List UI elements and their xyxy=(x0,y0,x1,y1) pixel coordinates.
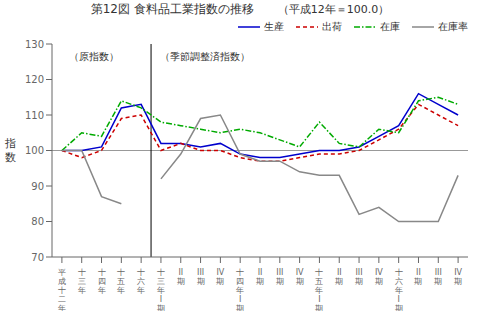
svg-text:十四年: 十四年 xyxy=(98,268,106,295)
svg-text:IV期: IV期 xyxy=(375,268,383,286)
html-text:（平成12年＝100.0）: （平成12年＝100.0） xyxy=(277,2,390,16)
svg-text:120: 120 xyxy=(25,74,44,85)
svg-text:90: 90 xyxy=(31,181,44,192)
svg-text:110: 110 xyxy=(25,110,44,121)
html-text:在庫率: 在庫率 xyxy=(438,21,468,32)
svg-text:III期: III期 xyxy=(197,268,205,286)
svg-text:平成十二年: 平成十二年 xyxy=(58,268,66,311)
svg-text:十三年: 十三年 xyxy=(78,268,86,295)
html-text:（季節調整済指数）: （季節調整済指数） xyxy=(160,51,251,62)
svg-text:十五年: 十五年 xyxy=(117,268,125,295)
svg-text:II期: II期 xyxy=(256,268,264,286)
svg-text:十四年I期: 十四年I期 xyxy=(236,268,244,311)
svg-text:IV期: IV期 xyxy=(296,268,304,286)
svg-text:IV期: IV期 xyxy=(216,268,224,286)
svg-text:II期: II期 xyxy=(414,268,422,286)
svg-text:十五年I期: 十五年I期 xyxy=(315,268,323,311)
html-text:在庫: 在庫 xyxy=(380,21,400,32)
html-text:第12図 食料品工業指数の推移: 第12図 食料品工業指数の推移 xyxy=(90,1,254,16)
svg-text:II期: II期 xyxy=(335,268,343,286)
svg-text:80: 80 xyxy=(31,216,44,227)
svg-text:70: 70 xyxy=(31,252,44,263)
svg-text:十六年I期: 十六年I期 xyxy=(395,268,403,311)
svg-text:十六年: 十六年 xyxy=(137,268,145,295)
html-text:出荷: 出荷 xyxy=(322,21,342,32)
svg-text:130: 130 xyxy=(25,39,44,50)
svg-text:十三年I期: 十三年I期 xyxy=(157,268,165,311)
svg-text:III期: III期 xyxy=(434,268,442,286)
svg-text:II期: II期 xyxy=(177,268,185,286)
svg-text:III期: III期 xyxy=(355,268,363,286)
html-text:指 数: 指 数 xyxy=(4,136,16,164)
html-text:（原指数）: （原指数） xyxy=(68,51,119,62)
svg-text:IV期: IV期 xyxy=(454,268,462,286)
svg-text:100: 100 xyxy=(25,145,44,156)
html-text:生産: 生産 xyxy=(264,21,284,32)
svg-text:III期: III期 xyxy=(276,268,284,286)
